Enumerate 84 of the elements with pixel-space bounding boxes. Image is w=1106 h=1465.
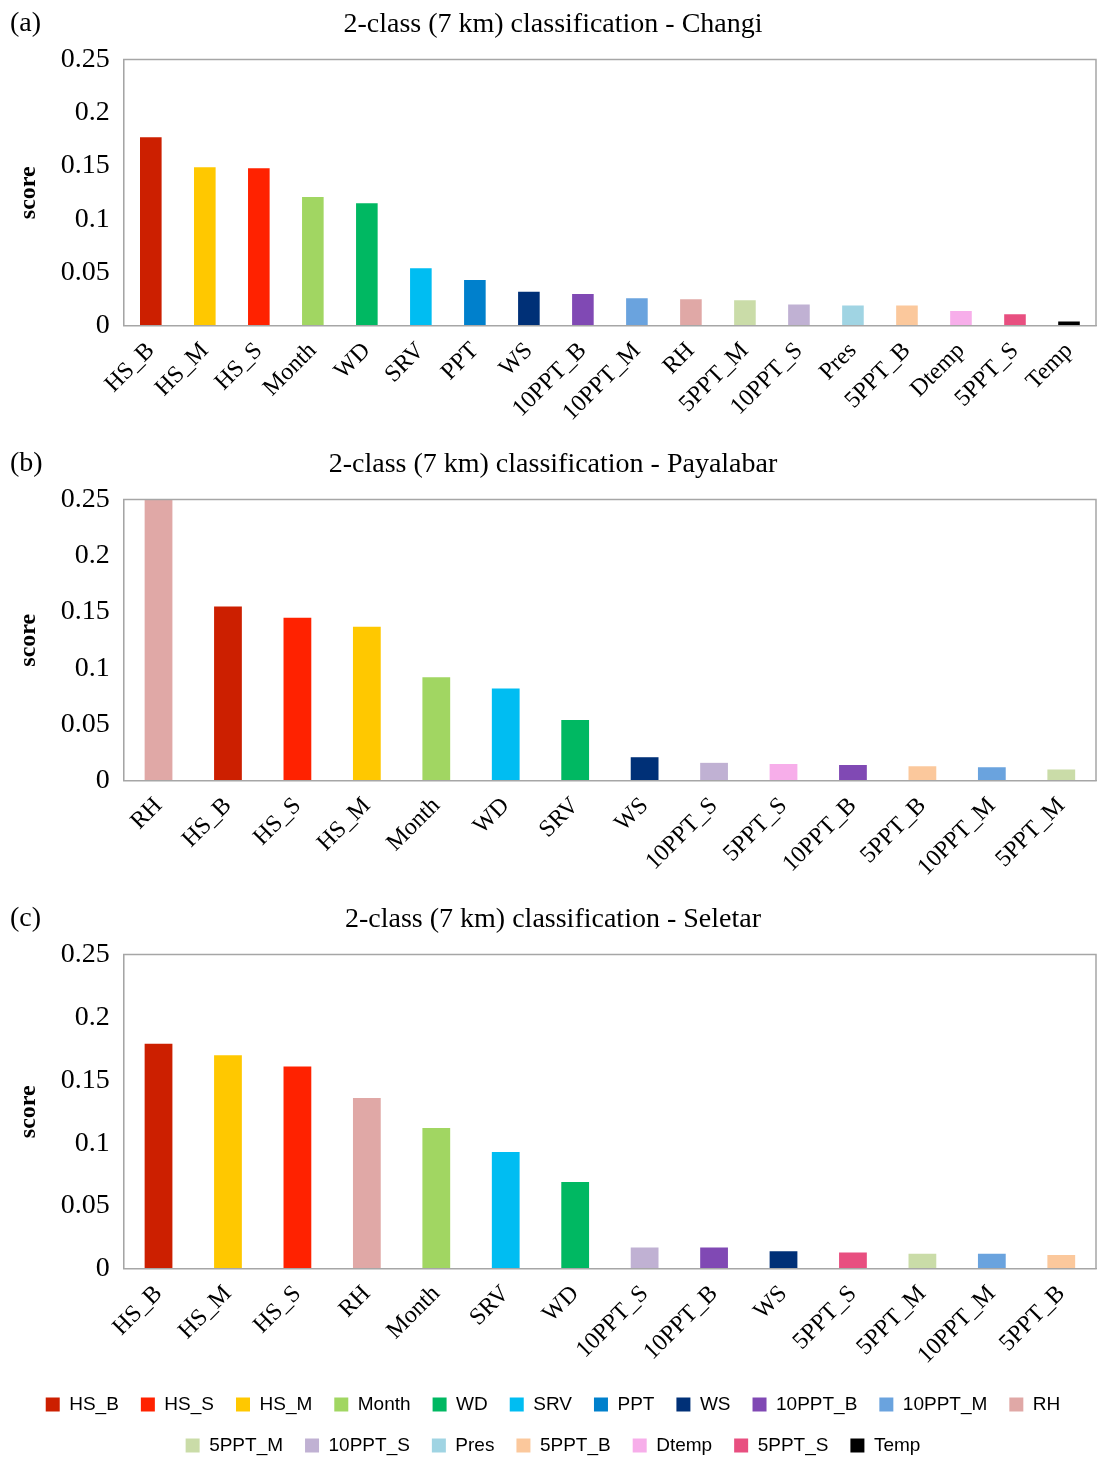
bar	[302, 196, 324, 326]
bar	[410, 268, 432, 326]
y-tick-label: 0.15	[60, 148, 110, 180]
bar	[283, 617, 312, 781]
y-tick-label: 0.1	[74, 201, 110, 233]
bar	[194, 167, 216, 326]
legend-label: HS_B	[69, 1392, 119, 1415]
y-tick-label: 0.25	[60, 936, 110, 968]
legend-label: SRV	[533, 1392, 573, 1414]
legend-label: WS	[699, 1392, 731, 1414]
legend-label: Month	[357, 1392, 411, 1414]
y-tick-label: 0.1	[74, 1125, 110, 1157]
bar	[140, 137, 162, 326]
x-tick-label: WD	[328, 336, 375, 384]
bar	[680, 299, 702, 326]
legend-label: Dtemp	[656, 1433, 713, 1455]
bar	[734, 300, 756, 326]
text: (b)	[10, 446, 43, 478]
y-axis-title: score	[13, 613, 40, 667]
y-tick-label: 0.15	[60, 1062, 110, 1094]
y-tick-label: 0.2	[74, 95, 110, 127]
bar	[908, 766, 937, 781]
bar	[839, 765, 867, 781]
bar	[626, 298, 648, 326]
bar	[769, 763, 798, 781]
bar	[700, 762, 728, 781]
y-axis-title: score	[13, 1084, 40, 1139]
legend-label: HS_M	[259, 1392, 313, 1415]
x-tick-label: WS	[747, 1279, 792, 1324]
bar	[561, 720, 590, 781]
bar	[422, 677, 451, 781]
legend-label: Temp	[873, 1433, 921, 1455]
y-tick-label: 0.2	[74, 538, 110, 570]
legend-label: RH	[1032, 1392, 1061, 1414]
y-tick-label: 0.25	[60, 481, 110, 513]
bar	[1047, 769, 1076, 781]
bar	[896, 305, 918, 326]
bar	[248, 168, 270, 326]
y-tick-label: 0	[95, 308, 110, 340]
legend-label: 10PPT_B	[776, 1392, 858, 1415]
bar	[950, 310, 972, 326]
legend-label: 5PPT_M	[209, 1433, 284, 1456]
bar	[572, 293, 594, 326]
bar	[977, 767, 1006, 781]
chart-title: 2-class (7 km) classification - Changi	[343, 7, 763, 39]
chart-title: 2-class (7 km) classification - Payalabar	[328, 447, 778, 479]
legend-label: 10PPT_S	[328, 1433, 410, 1456]
x-tick-label: WD	[467, 791, 514, 839]
legend-label: 5PPT_S	[757, 1433, 829, 1456]
x-tick-label: WS	[608, 791, 653, 836]
x-tick-label: RH	[332, 1279, 375, 1322]
y-tick-label: 0.2	[74, 999, 110, 1031]
bar	[491, 688, 520, 781]
y-tick-label: 0.05	[60, 706, 110, 738]
y-axis-title: score	[13, 165, 40, 220]
bar	[842, 305, 864, 326]
text: (c)	[10, 901, 42, 933]
y-tick-label: 0	[95, 1251, 110, 1283]
legend-label: 5PPT_B	[539, 1433, 611, 1456]
text: (a)	[10, 6, 42, 38]
legend-label: 10PPT_M	[902, 1392, 988, 1415]
bar	[464, 280, 486, 326]
chart-title: 2-class (7 km) classification - Seletar	[345, 902, 762, 934]
bar	[214, 606, 242, 781]
bar	[144, 499, 173, 781]
x-tick-label: RH	[124, 791, 167, 834]
bar	[788, 304, 810, 326]
x-tick-label: WD	[536, 1279, 584, 1327]
bar	[352, 626, 381, 781]
y-tick-label: 0.1	[74, 650, 110, 682]
bar	[356, 203, 378, 326]
y-tick-label: 0.15	[60, 594, 110, 626]
bar	[1004, 314, 1026, 326]
x-tick-label: PPT	[435, 336, 484, 385]
legend-label: HS_S	[164, 1392, 214, 1415]
y-tick-label: 0.05	[60, 254, 110, 286]
legend-label: WD	[456, 1392, 488, 1414]
y-tick-label: 0.25	[60, 41, 110, 73]
y-tick-label: 0	[95, 763, 110, 795]
y-tick-label: 0.05	[60, 1188, 110, 1220]
bar	[518, 291, 540, 326]
legend-label: Pres	[455, 1433, 495, 1455]
legend-label: PPT	[617, 1392, 655, 1414]
bar	[630, 757, 659, 781]
